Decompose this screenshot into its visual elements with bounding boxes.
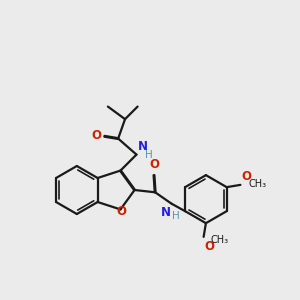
Text: CH₃: CH₃	[211, 235, 229, 244]
Text: O: O	[149, 158, 159, 171]
Text: O: O	[91, 129, 101, 142]
Text: O: O	[205, 240, 215, 253]
Text: H: H	[172, 211, 180, 220]
Text: O: O	[117, 205, 127, 218]
Text: N: N	[138, 140, 148, 153]
Text: H: H	[145, 150, 153, 160]
Text: O: O	[242, 170, 252, 183]
Text: CH₃: CH₃	[248, 179, 266, 189]
Text: N: N	[160, 206, 170, 220]
